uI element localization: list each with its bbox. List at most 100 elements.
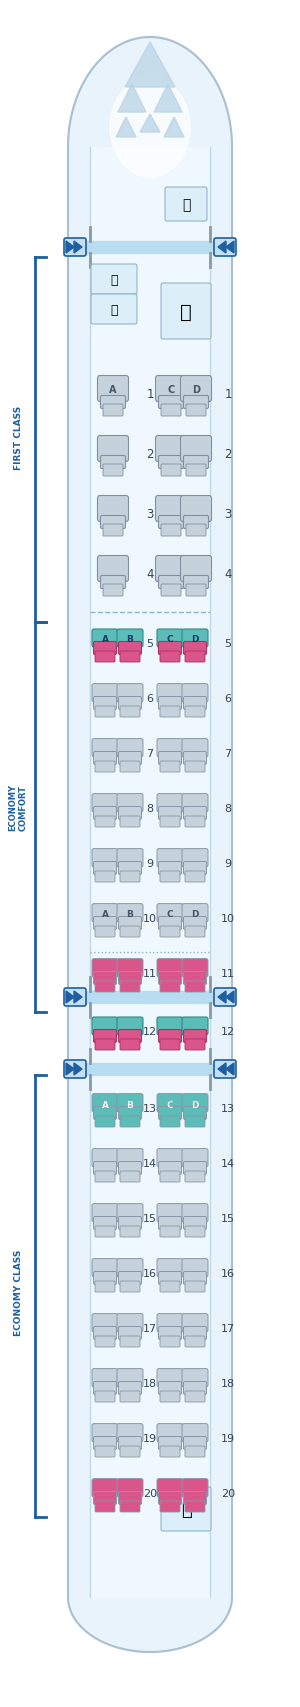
- FancyBboxPatch shape: [161, 586, 181, 597]
- FancyBboxPatch shape: [94, 917, 116, 930]
- FancyBboxPatch shape: [118, 917, 142, 930]
- FancyBboxPatch shape: [185, 982, 205, 992]
- FancyBboxPatch shape: [158, 1272, 182, 1285]
- Text: 9: 9: [224, 859, 232, 869]
- FancyBboxPatch shape: [118, 1106, 142, 1120]
- Polygon shape: [226, 1063, 234, 1075]
- Text: 2: 2: [224, 447, 232, 461]
- FancyBboxPatch shape: [100, 396, 125, 410]
- FancyBboxPatch shape: [120, 816, 140, 828]
- FancyBboxPatch shape: [161, 405, 181, 417]
- FancyBboxPatch shape: [91, 265, 137, 295]
- FancyBboxPatch shape: [186, 586, 206, 597]
- FancyBboxPatch shape: [158, 1326, 182, 1340]
- FancyBboxPatch shape: [120, 1116, 140, 1127]
- FancyBboxPatch shape: [103, 464, 123, 476]
- FancyBboxPatch shape: [182, 1017, 208, 1036]
- Text: 3: 3: [146, 507, 154, 521]
- FancyBboxPatch shape: [94, 1381, 116, 1395]
- FancyBboxPatch shape: [95, 1446, 115, 1458]
- FancyBboxPatch shape: [95, 761, 115, 773]
- Text: B: B: [127, 635, 134, 644]
- Text: 4: 4: [146, 567, 154, 580]
- Text: 🚻: 🚻: [180, 302, 192, 321]
- FancyBboxPatch shape: [98, 556, 128, 582]
- FancyBboxPatch shape: [157, 905, 183, 922]
- FancyBboxPatch shape: [214, 239, 236, 256]
- FancyBboxPatch shape: [182, 1424, 208, 1442]
- FancyBboxPatch shape: [181, 556, 212, 582]
- FancyBboxPatch shape: [184, 1029, 206, 1043]
- FancyBboxPatch shape: [117, 905, 143, 922]
- Polygon shape: [226, 242, 234, 254]
- FancyBboxPatch shape: [118, 1381, 142, 1395]
- FancyBboxPatch shape: [182, 1314, 208, 1331]
- Text: 8: 8: [224, 804, 232, 814]
- FancyBboxPatch shape: [120, 1171, 140, 1183]
- FancyBboxPatch shape: [120, 707, 140, 717]
- FancyBboxPatch shape: [103, 524, 123, 536]
- FancyBboxPatch shape: [120, 1040, 140, 1050]
- FancyBboxPatch shape: [185, 1226, 205, 1238]
- FancyBboxPatch shape: [160, 1446, 180, 1458]
- FancyBboxPatch shape: [181, 437, 212, 463]
- FancyBboxPatch shape: [155, 497, 187, 522]
- FancyBboxPatch shape: [182, 1149, 208, 1168]
- Text: 20: 20: [143, 1489, 157, 1499]
- FancyBboxPatch shape: [120, 652, 140, 662]
- FancyBboxPatch shape: [158, 971, 182, 985]
- FancyBboxPatch shape: [94, 807, 116, 819]
- FancyBboxPatch shape: [117, 1314, 143, 1331]
- FancyBboxPatch shape: [117, 1258, 143, 1277]
- FancyBboxPatch shape: [184, 1217, 206, 1229]
- Text: 14: 14: [221, 1159, 235, 1168]
- FancyBboxPatch shape: [92, 794, 118, 813]
- Text: 18: 18: [221, 1378, 235, 1388]
- Text: C: C: [167, 384, 175, 394]
- FancyBboxPatch shape: [117, 1203, 143, 1222]
- FancyBboxPatch shape: [118, 1217, 142, 1229]
- FancyBboxPatch shape: [118, 971, 142, 985]
- FancyBboxPatch shape: [182, 1369, 208, 1388]
- FancyBboxPatch shape: [100, 456, 125, 469]
- FancyBboxPatch shape: [120, 1446, 140, 1458]
- Text: 5: 5: [224, 638, 232, 649]
- Text: 🥤: 🥤: [110, 273, 118, 287]
- FancyBboxPatch shape: [157, 1314, 183, 1331]
- Polygon shape: [218, 1063, 226, 1075]
- Text: 14: 14: [143, 1159, 157, 1168]
- FancyBboxPatch shape: [184, 516, 208, 529]
- FancyBboxPatch shape: [158, 1106, 182, 1120]
- FancyBboxPatch shape: [95, 1337, 115, 1347]
- FancyBboxPatch shape: [157, 685, 183, 703]
- FancyBboxPatch shape: [117, 685, 143, 703]
- Polygon shape: [66, 1063, 74, 1075]
- FancyBboxPatch shape: [100, 577, 125, 589]
- FancyBboxPatch shape: [160, 1040, 180, 1050]
- Polygon shape: [74, 242, 82, 254]
- FancyBboxPatch shape: [117, 1369, 143, 1388]
- Text: 19: 19: [221, 1434, 235, 1442]
- Text: 19: 19: [143, 1434, 157, 1442]
- FancyBboxPatch shape: [94, 753, 116, 765]
- FancyBboxPatch shape: [158, 917, 182, 930]
- FancyBboxPatch shape: [185, 652, 205, 662]
- FancyBboxPatch shape: [157, 739, 183, 758]
- Text: 13: 13: [143, 1103, 157, 1113]
- FancyBboxPatch shape: [95, 872, 115, 883]
- FancyBboxPatch shape: [92, 1203, 118, 1222]
- FancyBboxPatch shape: [160, 761, 180, 773]
- Polygon shape: [116, 118, 136, 138]
- FancyBboxPatch shape: [120, 1337, 140, 1347]
- FancyBboxPatch shape: [117, 1149, 143, 1168]
- Ellipse shape: [110, 79, 190, 178]
- FancyBboxPatch shape: [214, 1060, 236, 1079]
- FancyBboxPatch shape: [185, 927, 205, 937]
- FancyBboxPatch shape: [158, 862, 182, 876]
- FancyBboxPatch shape: [95, 1226, 115, 1238]
- FancyBboxPatch shape: [181, 376, 212, 403]
- Text: 12: 12: [221, 1026, 235, 1036]
- FancyBboxPatch shape: [92, 1314, 118, 1331]
- FancyBboxPatch shape: [185, 1282, 205, 1292]
- FancyBboxPatch shape: [158, 696, 182, 710]
